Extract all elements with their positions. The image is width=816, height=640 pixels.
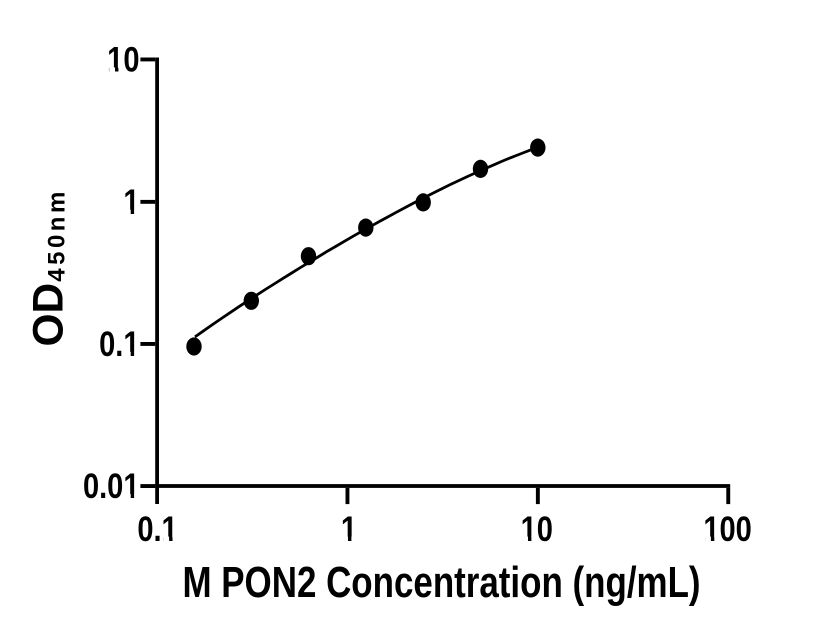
svg-text:1: 1 [341, 509, 357, 548]
svg-text:10: 10 [107, 40, 139, 79]
svg-text:0.1: 0.1 [99, 325, 139, 364]
svg-text:M PON2 Concentration (ng/mL): M PON2 Concentration (ng/mL) [182, 558, 700, 607]
svg-text:10: 10 [521, 509, 553, 548]
svg-text:0.1: 0.1 [137, 509, 177, 548]
svg-text:1: 1 [123, 182, 139, 221]
svg-text:100: 100 [703, 509, 751, 548]
svg-text:0.01: 0.01 [83, 467, 140, 506]
